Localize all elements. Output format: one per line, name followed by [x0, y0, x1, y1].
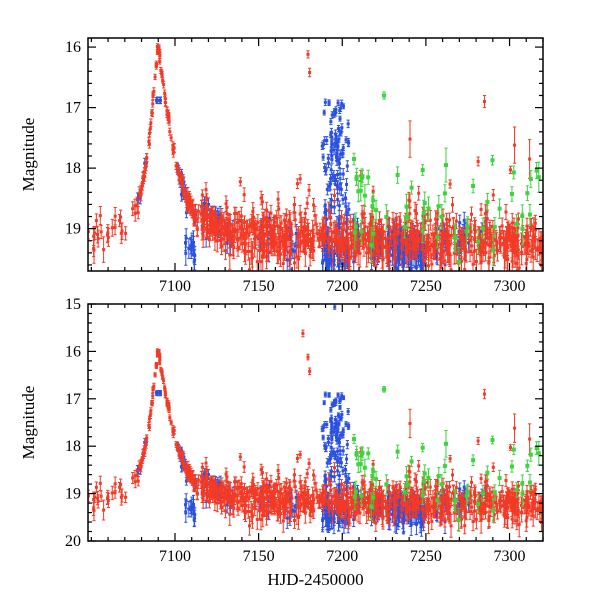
light-curve-canvas	[0, 0, 600, 600]
light-curve-figure	[0, 0, 600, 600]
